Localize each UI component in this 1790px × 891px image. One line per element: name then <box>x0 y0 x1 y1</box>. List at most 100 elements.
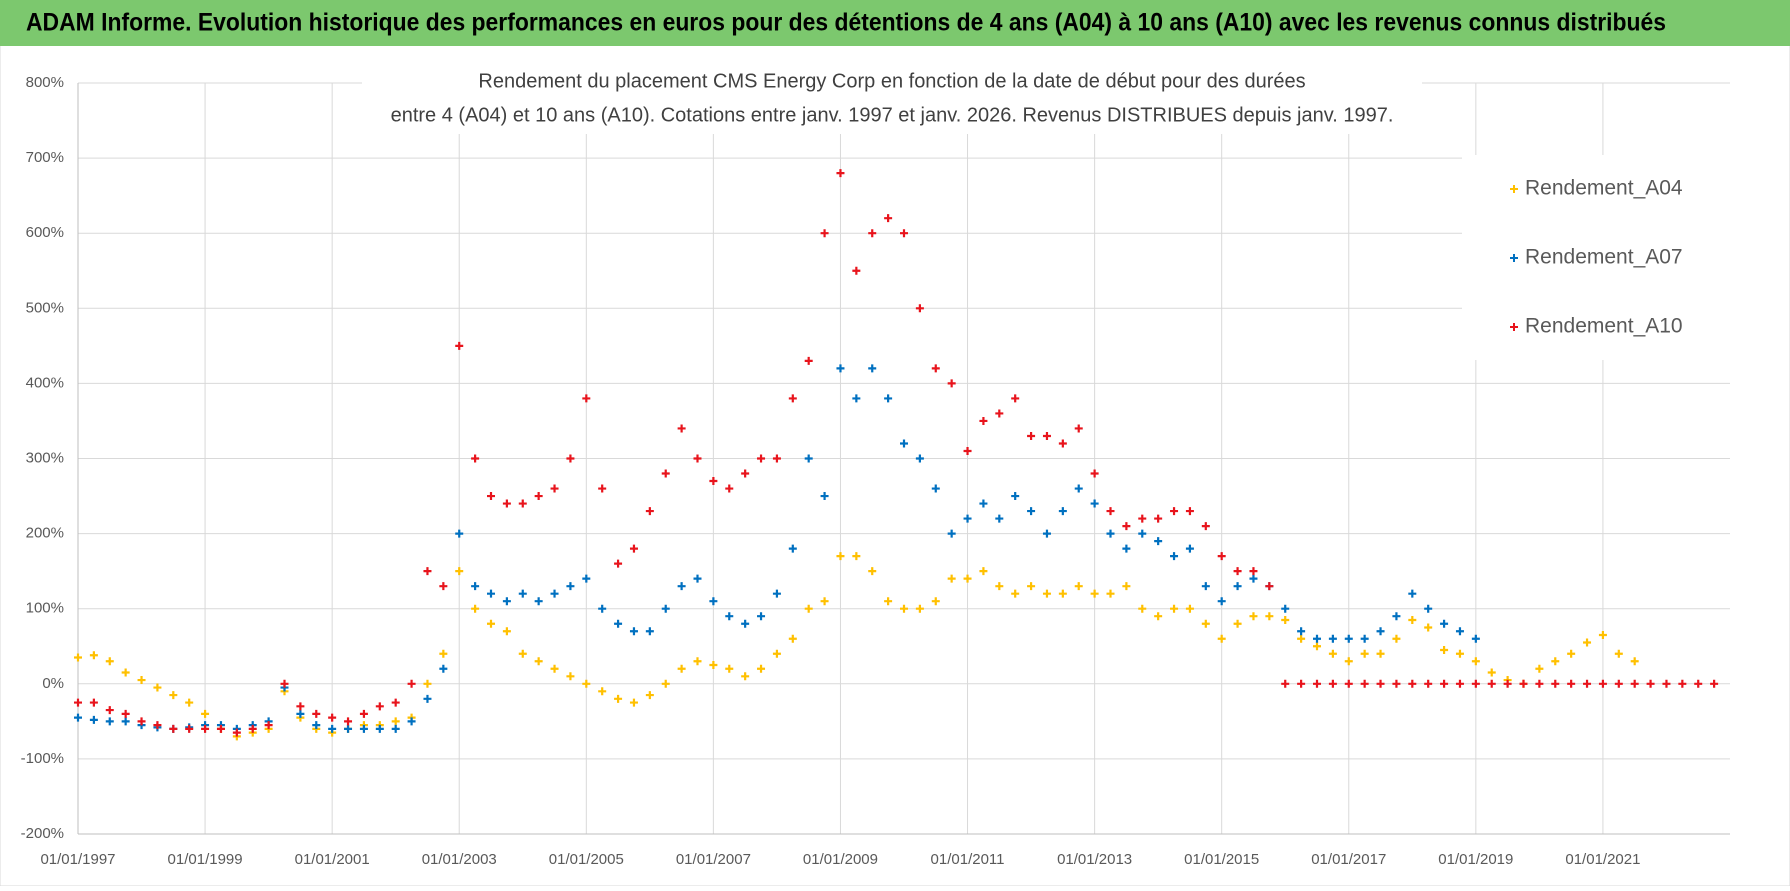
data-point <box>677 664 686 673</box>
data-point <box>645 691 654 700</box>
header-title: ADAM Informe. Evolution historique des p… <box>26 9 1666 37</box>
data-point <box>598 687 607 696</box>
data-point <box>757 664 766 673</box>
data-point <box>328 713 337 722</box>
data-point <box>1249 574 1258 583</box>
data-point <box>1487 679 1496 688</box>
data-point <box>407 717 416 726</box>
data-point <box>137 717 146 726</box>
data-point <box>1265 582 1274 591</box>
y-tick-label: -100% <box>21 750 64 767</box>
data-point <box>1027 507 1036 516</box>
data-point <box>788 394 797 403</box>
data-point <box>1535 679 1544 688</box>
data-point <box>1440 679 1449 688</box>
data-point <box>1122 522 1131 531</box>
data-point <box>1011 394 1020 403</box>
data-point <box>137 676 146 685</box>
data-point <box>1265 612 1274 621</box>
data-point <box>645 627 654 636</box>
data-point <box>1392 612 1401 621</box>
data-point <box>391 698 400 707</box>
data-point <box>1614 679 1623 688</box>
data-point <box>296 709 305 718</box>
data-point <box>884 394 893 403</box>
data-point <box>1455 627 1464 636</box>
y-tick-label: 600% <box>26 224 64 241</box>
legend-label: Rendement_A10 <box>1525 315 1683 338</box>
data-point <box>1170 552 1179 561</box>
data-point <box>1233 567 1242 576</box>
data-point <box>1567 649 1576 658</box>
data-point <box>804 454 813 463</box>
data-point <box>153 721 162 730</box>
header-bar <box>0 0 1790 46</box>
legend-label: Rendement_A07 <box>1525 246 1683 269</box>
data-point <box>741 619 750 628</box>
data-point <box>1583 679 1592 688</box>
data-point <box>900 229 908 238</box>
data-point <box>1328 679 1337 688</box>
data-point <box>1360 634 1369 643</box>
data-point <box>455 567 464 576</box>
data-point <box>1233 619 1242 628</box>
x-tick-label: 01/01/2001 <box>295 851 370 868</box>
x-tick-label: 01/01/2003 <box>422 851 497 868</box>
data-point <box>121 668 130 677</box>
data-point <box>1058 589 1067 598</box>
data-point <box>1328 634 1337 643</box>
data-point <box>1185 604 1194 613</box>
data-point <box>693 657 702 666</box>
data-point <box>534 492 543 501</box>
data-point <box>439 582 448 591</box>
data-point <box>1440 619 1449 628</box>
data-point <box>963 446 972 455</box>
data-point <box>1042 431 1051 440</box>
data-point <box>1106 589 1115 598</box>
data-point <box>804 356 813 365</box>
data-point <box>1170 604 1179 613</box>
data-point <box>201 709 210 718</box>
legend-box <box>1462 155 1730 360</box>
data-point <box>915 604 924 613</box>
data-point <box>1360 679 1369 688</box>
data-point <box>1154 537 1163 546</box>
data-point <box>1392 634 1401 643</box>
data-point <box>471 454 480 463</box>
data-point <box>312 709 321 718</box>
data-point <box>1249 567 1258 576</box>
x-tick-label: 01/01/2007 <box>676 851 751 868</box>
data-point <box>216 724 225 733</box>
data-point <box>1122 544 1131 553</box>
data-point <box>1551 679 1560 688</box>
data-point <box>1440 646 1449 655</box>
data-point <box>725 484 734 493</box>
y-tick-label: 800% <box>26 74 64 91</box>
data-point <box>471 604 480 613</box>
data-point <box>1503 679 1512 688</box>
legend-marker <box>1510 185 1518 193</box>
data-point <box>502 597 511 606</box>
data-point <box>89 698 98 707</box>
data-point <box>1614 649 1623 658</box>
data-point <box>1694 679 1703 688</box>
data-point <box>884 214 893 223</box>
data-point <box>947 574 956 583</box>
data-point <box>788 544 797 553</box>
y-tick-label: 500% <box>26 299 64 316</box>
y-tick-label: 0% <box>42 675 64 692</box>
data-point <box>852 394 861 403</box>
data-point <box>1487 668 1496 677</box>
legend-marker <box>1510 323 1518 331</box>
x-tick-label: 01/01/2013 <box>1057 851 1132 868</box>
data-point <box>820 229 829 238</box>
data-point <box>1106 529 1115 538</box>
data-point <box>1185 544 1194 553</box>
data-point <box>105 717 114 726</box>
data-point <box>661 469 670 478</box>
data-point <box>725 664 734 673</box>
data-point <box>772 589 781 598</box>
data-point <box>1392 679 1401 688</box>
data-point <box>550 589 559 598</box>
